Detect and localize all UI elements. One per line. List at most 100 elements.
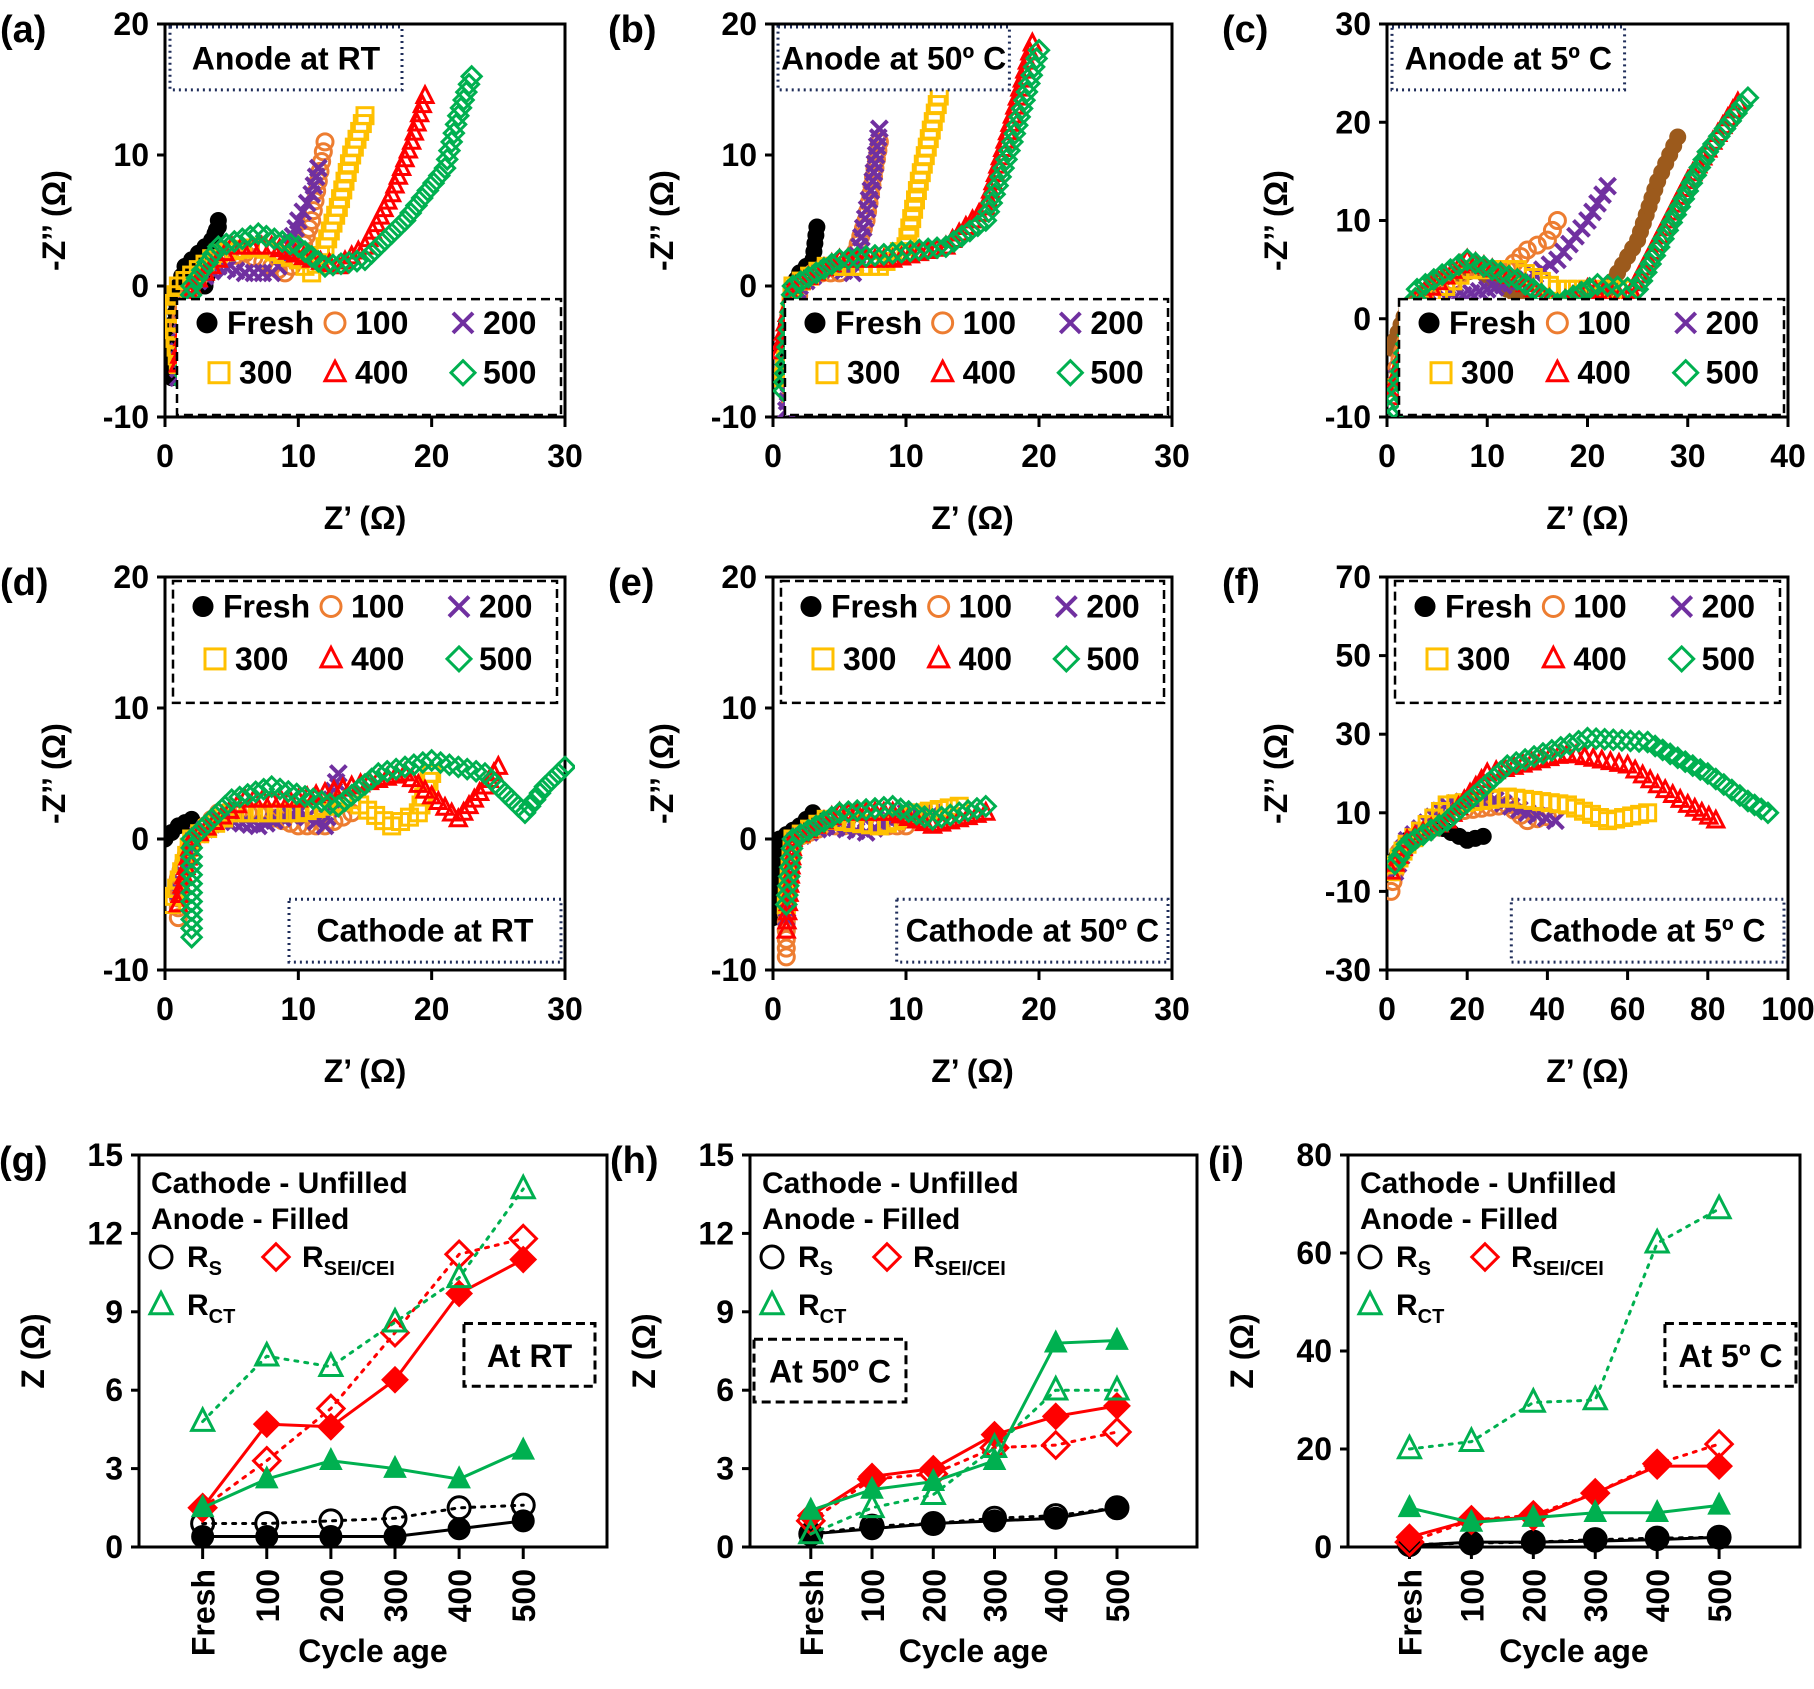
legend-marker — [447, 595, 471, 618]
data-point — [1542, 220, 1562, 240]
x-tick-label: 300 — [978, 1569, 1014, 1622]
data-point — [246, 221, 271, 246]
data-point — [447, 1517, 471, 1541]
legend-subscript: CT — [209, 1306, 236, 1328]
data-point — [459, 64, 484, 89]
data-point — [1482, 766, 1506, 790]
legend-marker — [1425, 647, 1449, 671]
data-point — [1583, 1498, 1608, 1522]
legend-label: 500 — [1702, 641, 1755, 677]
data-point — [410, 186, 434, 210]
x-tick-label: 20 — [414, 991, 450, 1027]
series-line — [809, 1430, 1119, 1523]
y-tick-label: 0 — [739, 268, 757, 304]
data-point — [1641, 1448, 1673, 1480]
series-group — [165, 748, 575, 949]
legend-label: RSEI/CEI — [913, 1241, 1006, 1280]
legend-label: 100 — [355, 305, 408, 341]
data-point — [872, 795, 896, 820]
series-RCT-cathode — [797, 1374, 1131, 1545]
x-tick-label: 20 — [1021, 991, 1057, 1027]
x-axis-label: Z’ (Ω) — [1546, 1053, 1629, 1089]
legend: Fresh 100 200 300 400 500 — [1393, 579, 1782, 705]
x-axis-label: Z’ (Ω) — [1546, 500, 1629, 536]
data-point — [199, 807, 224, 832]
data-point — [255, 1525, 279, 1549]
data-point — [1736, 789, 1760, 813]
data-point — [190, 258, 215, 283]
x-tick-label: 10 — [1469, 438, 1505, 474]
y-tick-label: 10 — [1335, 795, 1371, 831]
data-point — [1575, 726, 1600, 750]
x-axis-label: Z’ (Ω) — [324, 1053, 407, 1089]
data-point — [353, 248, 377, 272]
condition-box: At RT — [462, 1322, 597, 1388]
y-tick-label: 6 — [105, 1372, 123, 1408]
data-point — [315, 132, 335, 152]
series-RSEI-CEI-anode — [1395, 1452, 1733, 1552]
x-tick-label: 0 — [1378, 438, 1396, 474]
y-tick-label: 12 — [87, 1215, 123, 1251]
note-anode: Anode - Filled — [1360, 1203, 1558, 1236]
data-point — [854, 797, 878, 822]
data-point — [982, 1505, 1008, 1531]
data-point — [1724, 101, 1749, 125]
y-tick-label: -10 — [1325, 399, 1371, 435]
panel-label: (b) — [608, 9, 657, 51]
note-anode: Anode - Filled — [762, 1203, 960, 1236]
x-tick-label: 60 — [1610, 991, 1646, 1027]
y-tick-label: 20 — [1296, 1431, 1332, 1467]
y-tick-label: 0 — [131, 821, 149, 857]
data-point — [1521, 1503, 1546, 1527]
data-point — [1627, 729, 1651, 754]
legend-r: R — [913, 1241, 935, 1274]
chart-title: Anode at 5º C — [1405, 40, 1612, 76]
legend-label: 300 — [1457, 641, 1510, 677]
data-point — [1504, 750, 1528, 775]
series-500 — [773, 38, 1051, 403]
legend-label: 200 — [1086, 589, 1139, 625]
data-point — [1630, 269, 1654, 293]
data-point — [1495, 753, 1520, 778]
plot-frame — [137, 1153, 609, 1549]
panel-label: (a) — [0, 9, 46, 51]
data-point — [1634, 260, 1658, 285]
legend-r: R — [302, 1241, 324, 1274]
x-tick-label: 500 — [506, 1569, 542, 1622]
y-tick-label: -10 — [1325, 873, 1371, 909]
y-axis-label: -Z’’ (Ω) — [644, 723, 680, 824]
data-point — [382, 1505, 408, 1531]
series-line — [809, 1339, 1119, 1512]
legend-r: R — [1511, 1241, 1533, 1274]
x-tick-label: 10 — [281, 991, 317, 1027]
data-point — [808, 218, 826, 236]
data-point — [308, 158, 328, 178]
data-point — [1397, 1494, 1422, 1518]
y-tick-label: -10 — [103, 952, 149, 988]
legend-label: 400 — [1573, 641, 1626, 677]
y-axis-label: -Z’’ (Ω) — [1258, 723, 1294, 824]
series-RCT-cathode — [189, 1173, 537, 1432]
legend-marker — [451, 311, 475, 335]
condition-frame — [462, 1322, 597, 1388]
data-point — [1645, 1498, 1669, 1522]
legend-marker — [1429, 361, 1453, 385]
legend-label: Fresh — [831, 589, 918, 625]
data-point — [1654, 777, 1676, 799]
legend-marker — [147, 1289, 175, 1316]
legend-label: 100 — [959, 589, 1012, 625]
y-tick-label: 10 — [721, 137, 757, 173]
legend-label: 200 — [1702, 589, 1755, 625]
y-axis-label: -Z’’ (Ω) — [644, 170, 680, 271]
data-point — [1043, 1503, 1069, 1529]
legend-label: 300 — [239, 355, 292, 391]
data-point — [1581, 1384, 1609, 1411]
data-point — [812, 809, 836, 834]
legend-label: 100 — [963, 305, 1016, 341]
note-cathode: Cathode - Unfilled — [151, 1167, 408, 1200]
note-anode: Anode - Filled — [151, 1203, 349, 1236]
data-point — [381, 1365, 409, 1394]
legend-label: Fresh — [1449, 305, 1536, 341]
legend-marker — [444, 644, 474, 674]
data-point — [1705, 1192, 1733, 1220]
